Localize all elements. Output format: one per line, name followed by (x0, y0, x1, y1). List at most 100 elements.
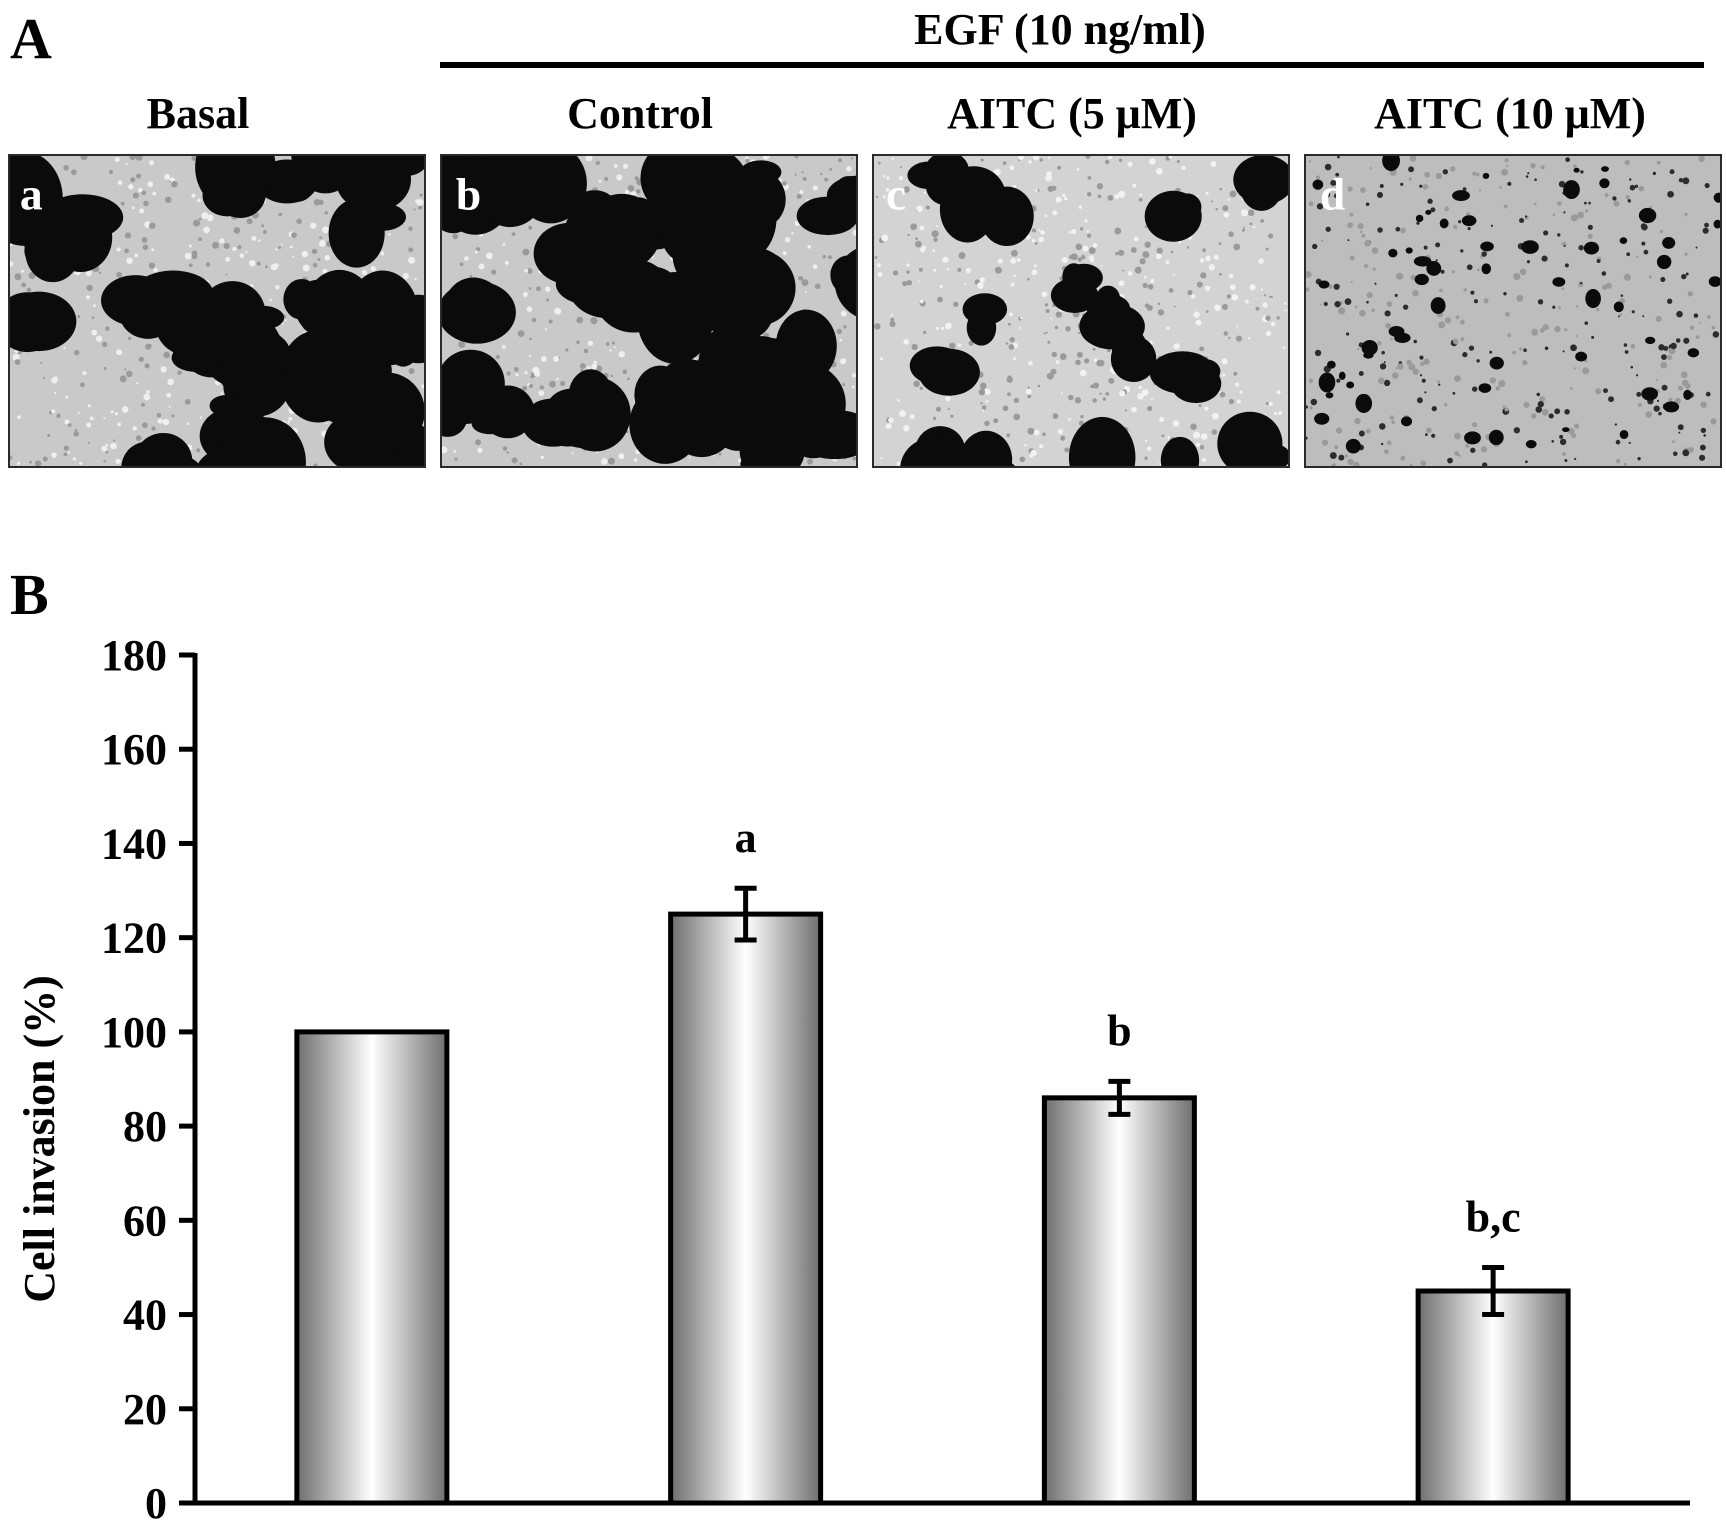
cell-speck (225, 273, 228, 276)
cell-speck (1108, 377, 1115, 384)
micrograph-letter-d: d (1320, 168, 1345, 219)
cell-speck (923, 191, 926, 194)
cell-speck (1144, 225, 1147, 228)
cell-speck (540, 455, 545, 460)
cell-speck (1227, 198, 1231, 201)
cell-speck (1138, 385, 1142, 390)
cell-speck (1093, 358, 1098, 362)
dark-region (969, 302, 1000, 325)
cell-speck (522, 248, 530, 256)
dark-region (1489, 356, 1504, 370)
dark-region (1405, 247, 1413, 254)
cell-speck (1366, 300, 1369, 304)
cell-speck (899, 166, 903, 169)
cell-speck (144, 363, 150, 369)
cell-speck (526, 306, 533, 312)
cell-speck (1483, 298, 1489, 304)
cell-speck (124, 368, 127, 371)
cell-speck (1055, 360, 1060, 365)
micrograph-letter-b: b (456, 168, 481, 219)
cell-speck (77, 411, 81, 414)
cell-speck (1102, 397, 1107, 401)
cell-speck (807, 245, 812, 249)
cell-speck (1424, 171, 1431, 178)
cell-speck (1122, 269, 1125, 272)
cell-speck (1155, 167, 1163, 175)
dark-region (1713, 192, 1720, 203)
cell-speck (839, 338, 843, 342)
cell-speck (1564, 409, 1570, 415)
cell-speck (1601, 271, 1607, 276)
cell-speck (801, 279, 809, 287)
cell-speck (1548, 413, 1554, 419)
cell-speck (196, 198, 201, 203)
cell-speck (1063, 196, 1068, 201)
cell-speck (1196, 194, 1199, 198)
cell-speck (148, 160, 155, 166)
cell-speck (77, 315, 81, 319)
cell-speck (907, 233, 910, 237)
cell-speck (1067, 394, 1074, 401)
cell-speck (292, 255, 295, 258)
cell-speck (287, 420, 290, 424)
cell-speck (1344, 454, 1349, 458)
cell-speck (419, 193, 423, 197)
cell-speck (475, 247, 481, 252)
cell-speck (1656, 399, 1660, 402)
cell-speck (1329, 452, 1337, 459)
cell-speck (524, 371, 528, 375)
cell-speck (593, 360, 597, 365)
cell-speck (1271, 295, 1274, 298)
cell-speck (1199, 445, 1205, 450)
cell-speck (246, 218, 253, 225)
cell-speck (313, 463, 318, 466)
cell-speck (1028, 160, 1032, 164)
cell-speck (1678, 431, 1681, 434)
micrograph-aitc-10-image: d (1306, 156, 1720, 466)
cell-speck (812, 264, 818, 270)
cell-speck (1038, 236, 1045, 243)
dark-region (1573, 167, 1580, 173)
cell-speck (164, 196, 172, 203)
cell-speck (116, 247, 121, 252)
cell-speck (1615, 439, 1621, 445)
cell-speck (1629, 184, 1636, 191)
cell-speck (1270, 321, 1276, 327)
cell-speck (198, 217, 202, 221)
cell-speck (1247, 209, 1255, 217)
cell-speck (1038, 229, 1041, 232)
cell-speck (1134, 266, 1142, 274)
cell-speck (79, 461, 83, 465)
cell-speck (89, 416, 94, 421)
cell-speck (485, 252, 493, 260)
cell-speck (1357, 223, 1364, 230)
cell-speck (618, 350, 625, 358)
cell-speck (475, 439, 482, 446)
dark-region (442, 157, 516, 203)
cell-speck (1347, 458, 1354, 466)
cell-speck (502, 344, 506, 349)
cell-speck (511, 232, 516, 236)
cell-speck (1025, 388, 1032, 395)
cell-speck (86, 422, 92, 428)
dark-region (132, 270, 214, 318)
cell-speck (1170, 250, 1174, 254)
dark-region (1413, 256, 1432, 267)
bar-3 (1041, 1095, 1197, 1506)
cell-speck (1525, 175, 1529, 178)
cell-speck (1412, 289, 1419, 297)
cell-speck (1141, 389, 1149, 396)
cell-speck (1190, 423, 1197, 430)
cell-speck (1419, 184, 1423, 188)
cell-speck (17, 461, 21, 465)
cell-speck (1444, 317, 1452, 324)
cell-speck (1454, 375, 1461, 382)
cell-speck (980, 158, 984, 162)
cell-speck (1065, 326, 1071, 332)
cell-speck (801, 171, 804, 174)
cell-speck (171, 414, 175, 418)
cell-speck (1573, 367, 1576, 370)
cell-speck (1659, 229, 1664, 234)
dark-region (202, 174, 253, 217)
cell-speck (220, 392, 224, 395)
